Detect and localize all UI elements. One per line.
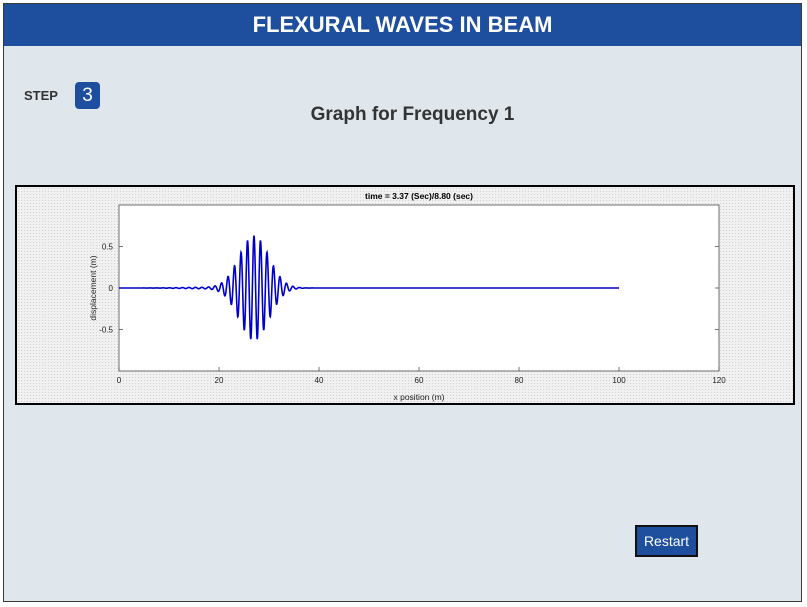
app-window: FLEXURAL WAVES IN BEAM STEP 3 Graph for … <box>3 3 802 602</box>
x-tick-label: 120 <box>712 376 726 385</box>
step-number-badge: 3 <box>75 82 100 109</box>
graph-title: Graph for Frequency 1 <box>310 104 515 125</box>
y-axis-label: displacement (m) <box>88 255 98 320</box>
y-tick-label: 0.5 <box>102 243 114 252</box>
app-title: FLEXURAL WAVES IN BEAM <box>4 4 801 46</box>
plot-panel: time = 3.37 (Sec)/8.80 (sec) 0 20 40 60 80 10… <box>15 185 795 405</box>
x-axis-label: x position (m) <box>393 392 444 402</box>
x-tick-label: 100 <box>612 376 626 385</box>
restart-button[interactable]: Restart <box>635 525 698 557</box>
x-axis-ticks: 0 20 40 60 80 100 120 <box>117 367 726 385</box>
wave-plot: time = 3.37 (Sec)/8.80 (sec) 0 20 40 60 80 10… <box>88 191 726 402</box>
y-tick-label: -0.5 <box>99 326 113 335</box>
x-tick-label: 60 <box>415 376 424 385</box>
y-tick-label: 0 <box>109 284 114 293</box>
plot-title: time = 3.37 (Sec)/8.80 (sec) <box>365 191 473 201</box>
series-line-wave <box>119 235 619 340</box>
x-tick-label: 20 <box>215 376 224 385</box>
x-tick-label: 0 <box>117 376 122 385</box>
x-tick-label: 40 <box>315 376 324 385</box>
x-tick-label: 80 <box>515 376 524 385</box>
step-label: STEP <box>24 88 58 103</box>
